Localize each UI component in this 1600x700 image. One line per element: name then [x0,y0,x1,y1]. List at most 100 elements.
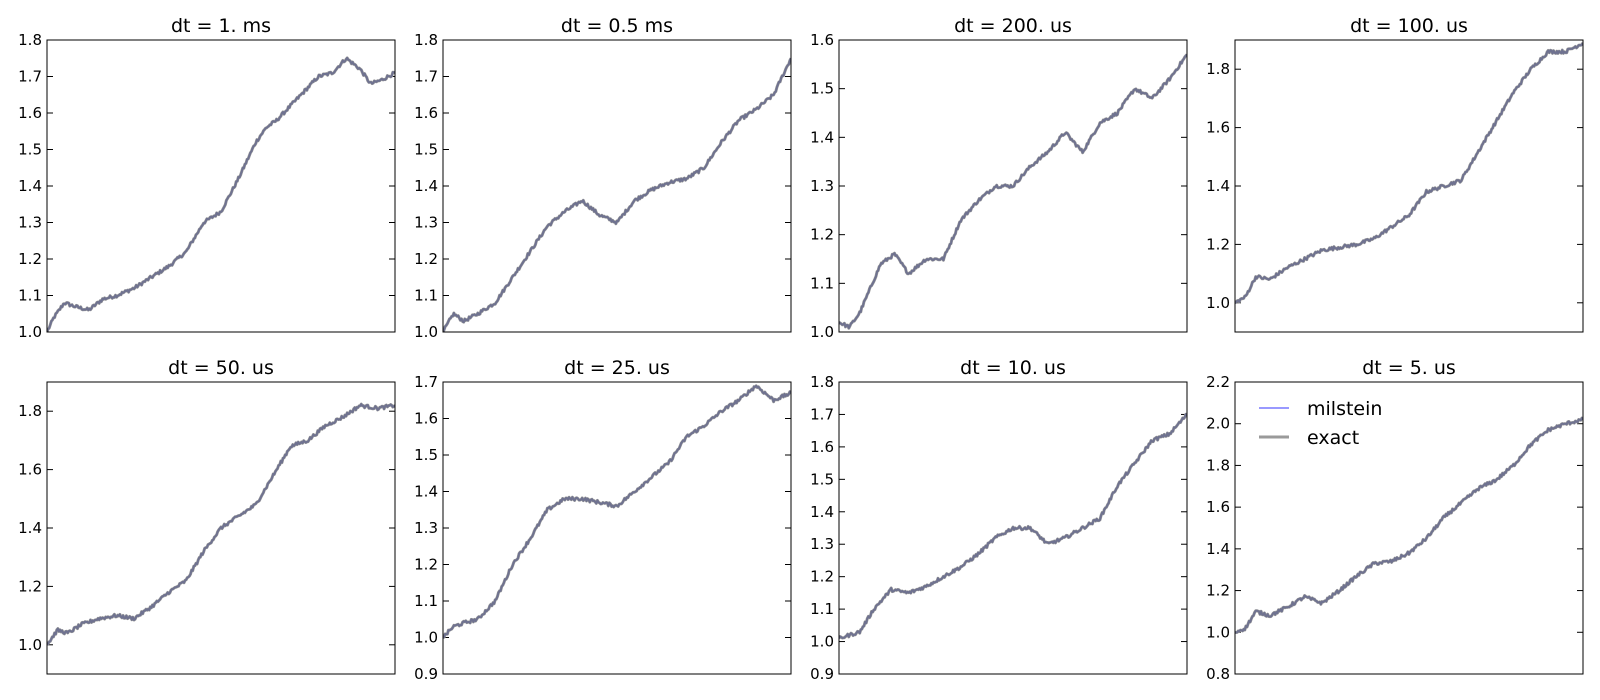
subplot-6: dt = 25. us 0.9 1.0 1.1 1.2 1.3 1.4 1.5 1.6 1.7 [414,357,792,683]
y-tick-label: 1.6 [1206,119,1230,137]
y-tick-label: 1.4 [810,503,834,521]
exact-line [47,56,395,332]
y-tick-label: 1.0 [18,323,42,341]
y-tick-label: 1.6 [414,104,438,122]
exact-line [47,402,395,646]
exact-line [1235,416,1583,634]
series-lines [1235,42,1583,305]
y-tick-label: 1.2 [18,577,42,595]
y-tick-label: 1.6 [414,410,438,428]
milstein-line [47,403,395,646]
plot-frame [1234,39,1584,333]
y-tick-label: 1.7 [414,373,438,391]
y-tick-label: 1.0 [1206,294,1230,312]
y-tick-label: 1.3 [414,214,438,232]
y-tick-label: 1.2 [810,568,834,586]
milstein-line [1235,417,1583,634]
subplot-8: dt = 5. us 0.8 1.0 1.2 1.4 1.6 1.8 2.0 2.2 milste… [1206,357,1584,683]
plot-frame [46,39,396,333]
y-tick-label: 1.6 [18,104,42,122]
y-tick-label: 1.6 [18,461,42,479]
y-tick-label: 0.9 [810,665,834,683]
y-tick-label: 1.6 [810,438,834,456]
plot-frame [1234,381,1584,675]
y-tick-label: 1.8 [414,31,438,49]
y-tick-label: 2.2 [1206,373,1230,391]
series-lines [47,402,395,646]
plot-frame [46,381,396,675]
y-tick-label: 1.0 [414,629,438,647]
y-tick-label: 1.4 [414,483,438,501]
y-tick-label: 1.1 [810,600,834,618]
subplot-1: dt = 1. ms 1.0 1.1 1.2 1.3 1.4 1.5 1.6 1.7 1.8 [18,15,396,341]
y-tick-label: 1.4 [810,128,834,146]
legend-label-exact: exact [1307,427,1359,449]
subplot-title: dt = 100. us [1350,15,1468,37]
y-tick-label: 1.4 [1206,177,1230,195]
milstein-line [443,384,791,639]
y-tick-label: 1.8 [1206,60,1230,78]
y-tick-label: 0.9 [414,665,438,683]
y-tick-label: 1.3 [810,535,834,553]
plot-frame [838,381,1188,675]
subplot-7: dt = 10. us 0.9 1.0 1.1 1.2 1.3 1.4 1.5 1.6 1.7 1.… [810,357,1188,683]
y-tick-label: 1.4 [18,519,42,537]
y-tick-label: 1.8 [1206,456,1230,474]
y-tick-label: 1.2 [414,556,438,574]
y-tick-label: 1.2 [414,250,438,268]
subplot-2: dt = 0.5 ms 1.0 1.1 1.2 1.3 1.4 1.5 1.6 1.7 1.8 [414,15,792,341]
y-tick-label: 0.8 [1206,665,1230,683]
y-tick-label: 1.0 [810,323,834,341]
subplot-title: dt = 10. us [960,357,1066,379]
y-tick-label: 2.0 [1206,415,1230,433]
y-tick-label: 1.1 [414,592,438,610]
y-tick-label: 1.3 [414,519,438,537]
series-lines [839,53,1187,330]
series-lines [1235,416,1583,634]
subplot-3: dt = 200. us 1.0 1.1 1.2 1.3 1.4 1.5 1.6 [810,15,1188,341]
plot-frame [442,39,792,333]
exact-line [443,57,791,332]
series-lines [443,57,791,332]
subplot-title: dt = 1. ms [171,15,271,37]
y-tick-label: 1.0 [810,633,834,651]
y-tick-label: 1.1 [810,274,834,292]
y-tick-label: 1.8 [18,402,42,420]
y-tick-label: 1.4 [18,177,42,195]
subplot-title: dt = 50. us [168,357,274,379]
legend-label-milstein: milstein [1307,398,1382,420]
y-tick-label: 1.3 [810,177,834,195]
y-tick-label: 1.5 [414,141,438,159]
y-tick-label: 1.5 [810,470,834,488]
y-tick-label: 1.7 [414,68,438,86]
y-tick-label: 1.2 [1206,582,1230,600]
y-tick-label: 1.2 [810,226,834,244]
milstein-line [47,56,395,332]
y-tick-label: 1.1 [414,287,438,305]
y-tick-label: 1.6 [1206,498,1230,516]
milstein-line [443,57,791,332]
legend: milstein exact [1259,398,1382,449]
subplot-title: dt = 25. us [564,357,670,379]
y-tick-label: 1.1 [18,287,42,305]
milstein-line [1235,42,1583,304]
y-tick-label: 1.0 [414,323,438,341]
y-tick-label: 1.8 [810,373,834,391]
plot-frame [442,381,792,675]
y-tick-label: 1.3 [18,214,42,232]
series-lines [839,412,1187,640]
subplot-title: dt = 200. us [954,15,1072,37]
y-tick-label: 1.0 [1206,623,1230,641]
subplot-title: dt = 5. us [1362,357,1456,379]
y-tick-label: 1.2 [1206,235,1230,253]
milstein-line [839,413,1187,639]
series-lines [443,384,791,639]
milstein-line [839,53,1187,330]
y-tick-label: 1.4 [1206,540,1230,558]
y-tick-label: 1.7 [810,405,834,423]
y-tick-label: 1.5 [810,80,834,98]
y-tick-label: 1.8 [18,31,42,49]
y-tick-label: 1.4 [414,177,438,195]
exact-line [1235,42,1583,305]
